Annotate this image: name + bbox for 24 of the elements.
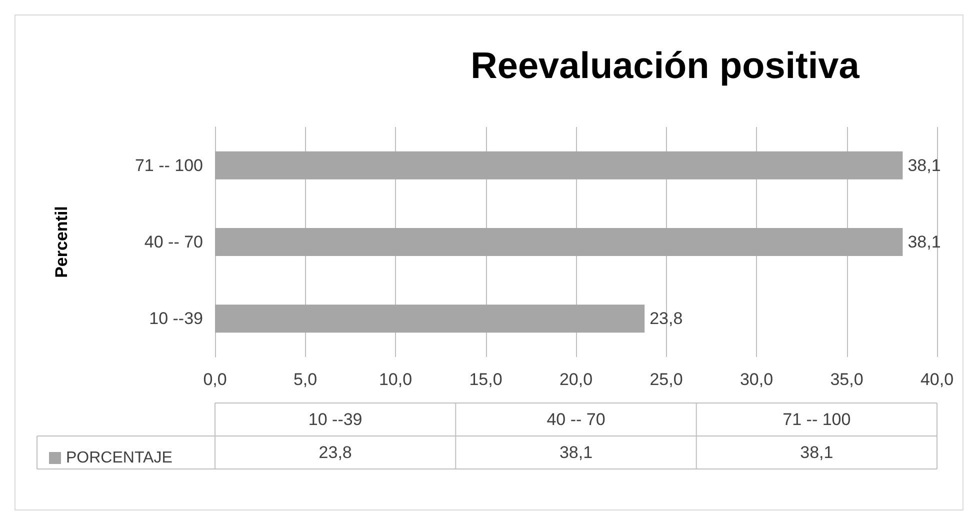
text: 23,8 — [318, 443, 352, 462]
data-label: 38,1 — [908, 156, 941, 175]
y-tick-label: 40 -- 70 — [144, 232, 203, 252]
y-tick-label: 10 --39 — [149, 309, 203, 328]
x-tick-label: 40,0 — [920, 370, 954, 389]
legend-label: PORCENTAJE — [66, 450, 172, 466]
category-label: 71 -- 100 — [782, 410, 851, 429]
x-tick-label: 35,0 — [830, 370, 864, 389]
x-tick-label: 30,0 — [740, 370, 774, 389]
x-tick-label: 10,0 — [378, 370, 412, 389]
x-tick-label: 25,0 — [650, 370, 683, 389]
category-label: 40 -- 70 — [546, 410, 606, 429]
chart-title: Reevaluación positiva — [470, 45, 860, 86]
data-label: 23,8 — [650, 309, 683, 328]
y-tick-label: 71 -- 100 — [134, 156, 203, 175]
data-label: 38,1 — [908, 232, 941, 252]
x-tick-label: 20,0 — [559, 370, 593, 389]
text: 38,1 — [559, 443, 593, 462]
x-tick-label: 5,0 — [293, 370, 318, 389]
x-tick-label: 15,0 — [469, 370, 502, 389]
category-label: 10 --39 — [308, 410, 362, 429]
y-axis-title: Percentil — [52, 206, 71, 278]
text: 38,1 — [800, 443, 834, 462]
x-tick-label: 0,0 — [203, 370, 227, 389]
